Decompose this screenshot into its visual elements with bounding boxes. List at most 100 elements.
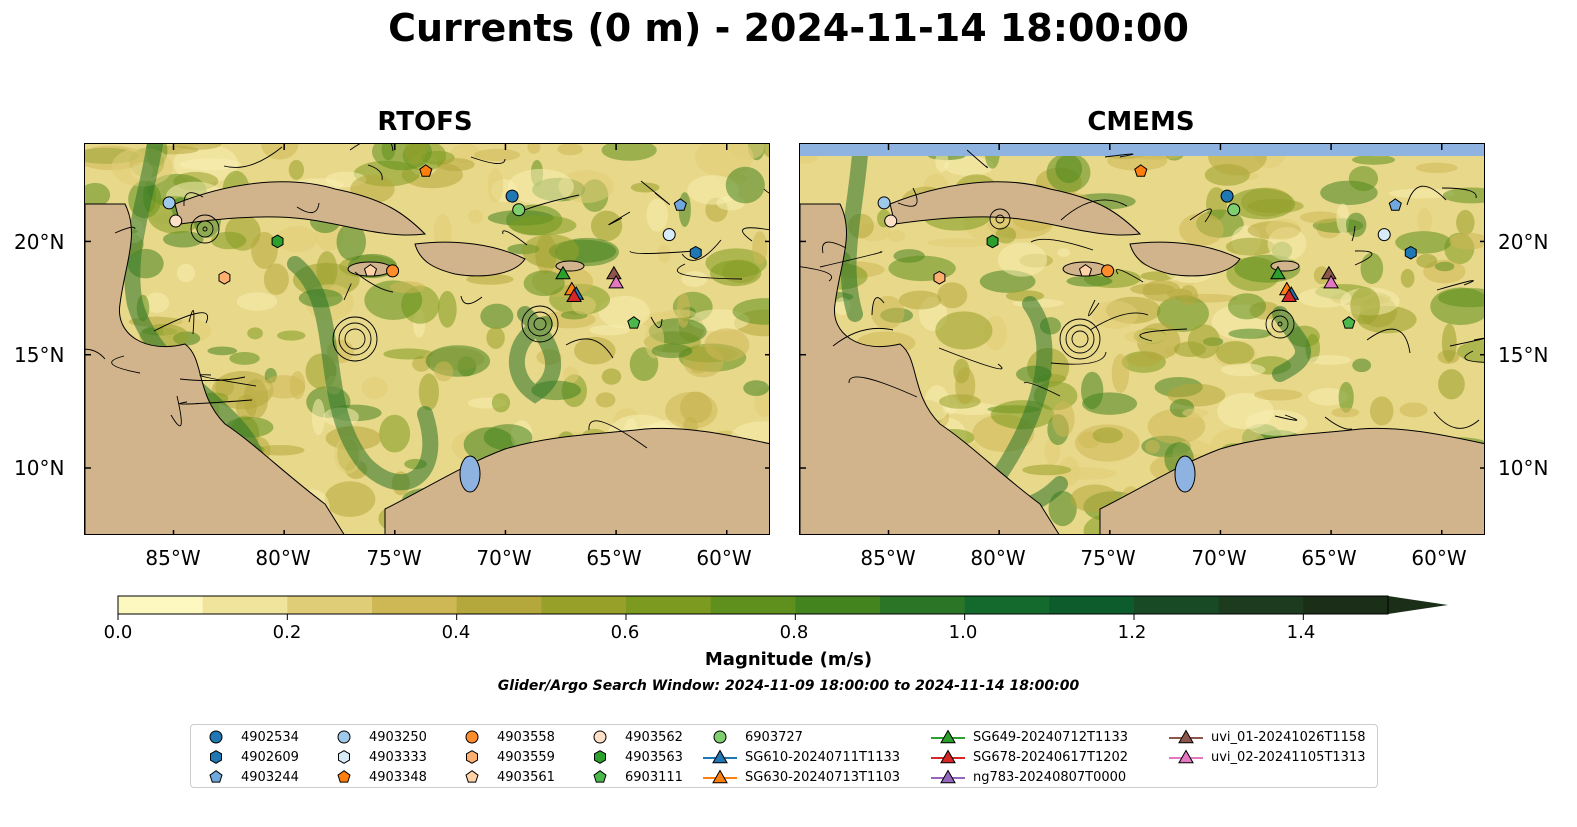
current-patch xyxy=(324,481,376,518)
hexagon-marker-icon xyxy=(466,750,478,764)
lat-label-10n-left: 10°N xyxy=(14,456,65,480)
current-patch xyxy=(1091,300,1138,329)
current-patch xyxy=(381,144,396,161)
current-patch xyxy=(210,231,247,250)
circle-marker-icon xyxy=(337,730,351,744)
streamline xyxy=(111,355,141,374)
current-patch xyxy=(466,273,514,285)
current-patch xyxy=(486,326,505,349)
triangle-marker-icon xyxy=(1169,729,1203,744)
float-marker-uvi_02 xyxy=(608,274,624,289)
legend-label: 6903727 xyxy=(745,729,803,745)
colorbar xyxy=(117,595,1448,620)
streamline xyxy=(502,230,528,246)
streamline xyxy=(681,239,722,261)
current-patch xyxy=(229,351,260,365)
streamline xyxy=(183,192,204,207)
current-patch xyxy=(562,366,579,384)
float-marker-4902609 xyxy=(1404,245,1417,260)
float-marker-SG649 xyxy=(555,265,571,280)
colorbar-segment xyxy=(541,596,627,614)
current-patch xyxy=(507,168,574,205)
map-panel-cmems xyxy=(799,143,1485,535)
colorbar-segment xyxy=(202,596,288,614)
legend-item: 6903111 xyxy=(583,768,683,786)
legend-marker xyxy=(593,770,607,783)
panel-title-rtofs: RTOFS xyxy=(377,107,473,137)
current-patch xyxy=(527,144,541,154)
lon-label-60w-right: 60°W xyxy=(1411,546,1467,570)
current-patch xyxy=(1048,490,1077,527)
legend-marker xyxy=(940,769,956,784)
current-patch xyxy=(85,182,111,208)
current-patch xyxy=(1345,212,1367,237)
current-patch xyxy=(595,392,616,408)
float-marker-4903561 xyxy=(933,270,946,285)
legend-marker xyxy=(1178,729,1194,744)
streamline xyxy=(188,310,195,335)
current-patch xyxy=(1438,288,1484,308)
current-patch xyxy=(1442,187,1484,204)
colorbar-segment xyxy=(626,596,712,614)
lon-label-75w-right: 75°W xyxy=(1080,546,1136,570)
streamline xyxy=(763,188,769,194)
current-patch xyxy=(1298,287,1352,308)
float-marker-4903244b xyxy=(673,198,687,211)
legend-item: uvi_01-20241026T1158 xyxy=(1169,728,1365,746)
colorbar-tick: 0.6 xyxy=(610,622,640,643)
current-patch xyxy=(1254,389,1303,401)
legend-item: 4902609 xyxy=(199,748,299,766)
current-patch xyxy=(215,378,235,397)
circle-marker-icon xyxy=(465,730,479,744)
float-marker-4903561 xyxy=(218,270,231,285)
colorbar-tick: 1.4 xyxy=(1286,622,1316,643)
triangle-marker-icon xyxy=(1169,749,1203,764)
float-marker-4903562 xyxy=(169,214,183,228)
float-marker-6903727 xyxy=(512,203,526,217)
legend-item: 4903561 xyxy=(455,768,555,786)
current-patch xyxy=(1370,396,1394,426)
legend-label: 4903561 xyxy=(497,769,555,785)
streamline xyxy=(1324,416,1353,430)
colorbar-segment xyxy=(880,596,966,614)
current-patch xyxy=(681,271,708,287)
eddy-streamline xyxy=(196,220,214,238)
eddy-streamline xyxy=(190,214,220,244)
strong-current-jet xyxy=(840,146,868,322)
current-patch xyxy=(247,327,263,340)
eddy-streamline xyxy=(533,317,547,331)
current-patch xyxy=(262,375,306,399)
legend-label: 4903348 xyxy=(369,769,427,785)
lake-maracaibo xyxy=(1174,455,1196,493)
hexagon-marker-icon xyxy=(210,750,222,764)
current-patch xyxy=(336,223,366,261)
current-patch xyxy=(1147,408,1206,444)
current-patch xyxy=(1044,438,1061,465)
current-patch xyxy=(176,263,196,283)
eddy-streamline xyxy=(332,316,378,362)
streamline xyxy=(848,376,918,398)
streamline xyxy=(565,338,614,359)
current-patch xyxy=(1449,232,1484,250)
lon-label-70w-left: 70°W xyxy=(476,546,532,570)
eddy-streamline xyxy=(1059,318,1101,360)
current-patch xyxy=(1388,188,1455,199)
legend-item: SG630-20240713T1103 xyxy=(703,768,900,786)
streamline xyxy=(1464,350,1484,363)
current-patch xyxy=(661,309,696,318)
streamline xyxy=(966,149,988,169)
streamline xyxy=(608,211,631,226)
legend-marker xyxy=(466,750,478,764)
float-marker-SG678 xyxy=(1281,288,1297,302)
current-patch xyxy=(1046,152,1091,193)
streamline xyxy=(1050,351,1107,365)
current-patch xyxy=(390,281,426,294)
current-patch xyxy=(276,226,318,253)
eddy-streamline xyxy=(1071,330,1089,348)
legend-marker xyxy=(337,770,351,783)
float-marker-6903111 xyxy=(1342,316,1356,329)
legend-marker xyxy=(940,749,956,764)
colorbar-segment xyxy=(118,596,204,614)
current-patch xyxy=(1187,324,1221,359)
streamline xyxy=(588,420,648,449)
